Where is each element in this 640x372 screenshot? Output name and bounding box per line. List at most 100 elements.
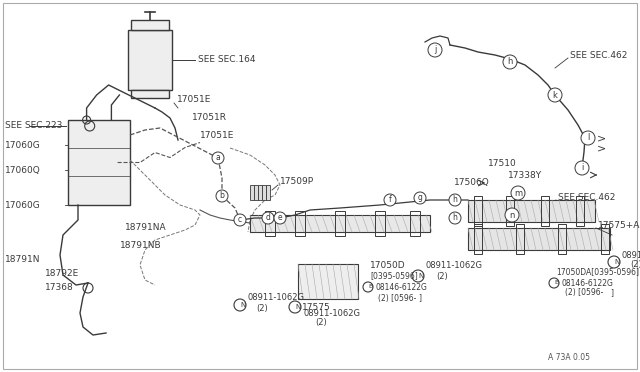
Circle shape (581, 131, 595, 145)
Text: SEE SEC.462: SEE SEC.462 (558, 193, 616, 202)
Text: c: c (238, 215, 242, 224)
Text: 17510: 17510 (488, 158, 516, 167)
Circle shape (216, 190, 228, 202)
Bar (474, 224, 482, 254)
Bar (576, 196, 584, 226)
Text: k: k (552, 90, 557, 99)
Text: (2): (2) (256, 304, 268, 312)
Bar (68, 120, 130, 205)
Bar (131, 90, 169, 98)
Text: 17575+A: 17575+A (598, 221, 640, 230)
Text: 17060G: 17060G (5, 201, 41, 209)
Text: h: h (452, 214, 458, 222)
Bar (262, 185, 266, 200)
Text: 17506Q: 17506Q (454, 179, 490, 187)
Bar (250, 215, 430, 232)
Text: (2): (2) (630, 260, 640, 269)
Bar (468, 200, 595, 222)
Text: 08146-6122G: 08146-6122G (375, 282, 427, 292)
Text: 18791NB: 18791NB (120, 241, 162, 250)
Text: B: B (368, 285, 372, 289)
Text: 08911-1062G: 08911-1062G (622, 250, 640, 260)
Bar (335, 211, 345, 236)
Circle shape (428, 43, 442, 57)
Text: ]: ] (418, 294, 421, 302)
Circle shape (262, 212, 274, 224)
Text: 18792E: 18792E (45, 269, 79, 278)
Text: SEE SEC.223: SEE SEC.223 (5, 122, 62, 131)
Bar (541, 196, 549, 226)
Bar (516, 224, 524, 254)
Text: h: h (508, 58, 513, 67)
Text: SEE SEC.462: SEE SEC.462 (570, 51, 627, 60)
Text: N: N (614, 259, 620, 265)
Text: d: d (266, 214, 271, 222)
Bar (128, 30, 172, 90)
Text: SEE SEC.164: SEE SEC.164 (198, 55, 255, 64)
Text: b: b (220, 192, 225, 201)
Circle shape (234, 214, 246, 226)
Text: 17050DA[0395-0596]: 17050DA[0395-0596] (556, 267, 639, 276)
Text: 17051E: 17051E (177, 96, 211, 105)
Text: (2): (2) (436, 272, 448, 280)
Bar (474, 196, 482, 226)
Circle shape (449, 212, 461, 224)
Circle shape (511, 186, 525, 200)
Text: N: N (240, 302, 245, 308)
Text: h: h (452, 196, 458, 205)
Bar (506, 196, 514, 226)
Text: l: l (587, 134, 589, 142)
Text: N: N (295, 304, 300, 310)
Text: (2) [0596-: (2) [0596- (565, 289, 604, 298)
Bar (266, 185, 270, 200)
Text: >: > (597, 133, 606, 143)
Text: 08911-1062G: 08911-1062G (304, 310, 361, 318)
Text: A 73A 0.05: A 73A 0.05 (548, 353, 590, 362)
Bar (254, 185, 258, 200)
Text: 17060Q: 17060Q (5, 166, 41, 174)
Text: a: a (216, 154, 220, 163)
Text: 17338Y: 17338Y (508, 170, 542, 180)
Text: m: m (514, 189, 522, 198)
Text: j: j (434, 45, 436, 55)
Text: (2): (2) (315, 318, 327, 327)
Circle shape (274, 212, 286, 224)
Text: 17060G: 17060G (5, 141, 41, 150)
Text: 08146-6122G: 08146-6122G (562, 279, 614, 288)
Text: (2) [0596-: (2) [0596- (378, 294, 417, 302)
Text: g: g (417, 193, 422, 202)
Text: [0395-0596]: [0395-0596] (370, 272, 418, 280)
Bar (265, 211, 275, 236)
Text: i: i (581, 164, 583, 173)
Bar (131, 20, 169, 30)
Bar (558, 224, 566, 254)
Circle shape (503, 55, 517, 69)
Text: 17050D: 17050D (370, 260, 406, 269)
Text: 17051R: 17051R (192, 113, 227, 122)
Text: B: B (554, 280, 558, 285)
Text: 08911-1062G: 08911-1062G (248, 294, 305, 302)
Circle shape (548, 88, 562, 102)
Text: n: n (509, 211, 515, 219)
Circle shape (414, 192, 426, 204)
Text: N: N (418, 273, 423, 279)
Circle shape (575, 161, 589, 175)
Text: 17051E: 17051E (200, 131, 234, 140)
Circle shape (505, 208, 519, 222)
Circle shape (384, 194, 396, 206)
Bar (250, 185, 254, 200)
Bar (375, 211, 385, 236)
Bar (468, 228, 610, 250)
Bar (298, 264, 358, 299)
Text: 17368: 17368 (45, 283, 74, 292)
Text: 08911-1062G: 08911-1062G (426, 260, 483, 269)
Bar (258, 185, 262, 200)
Text: 17575: 17575 (302, 302, 331, 311)
Text: 17509P: 17509P (280, 177, 314, 186)
Circle shape (449, 194, 461, 206)
Bar (601, 224, 609, 254)
Circle shape (212, 152, 224, 164)
Bar (295, 211, 305, 236)
Bar (410, 211, 420, 236)
Text: 18791N: 18791N (5, 256, 40, 264)
